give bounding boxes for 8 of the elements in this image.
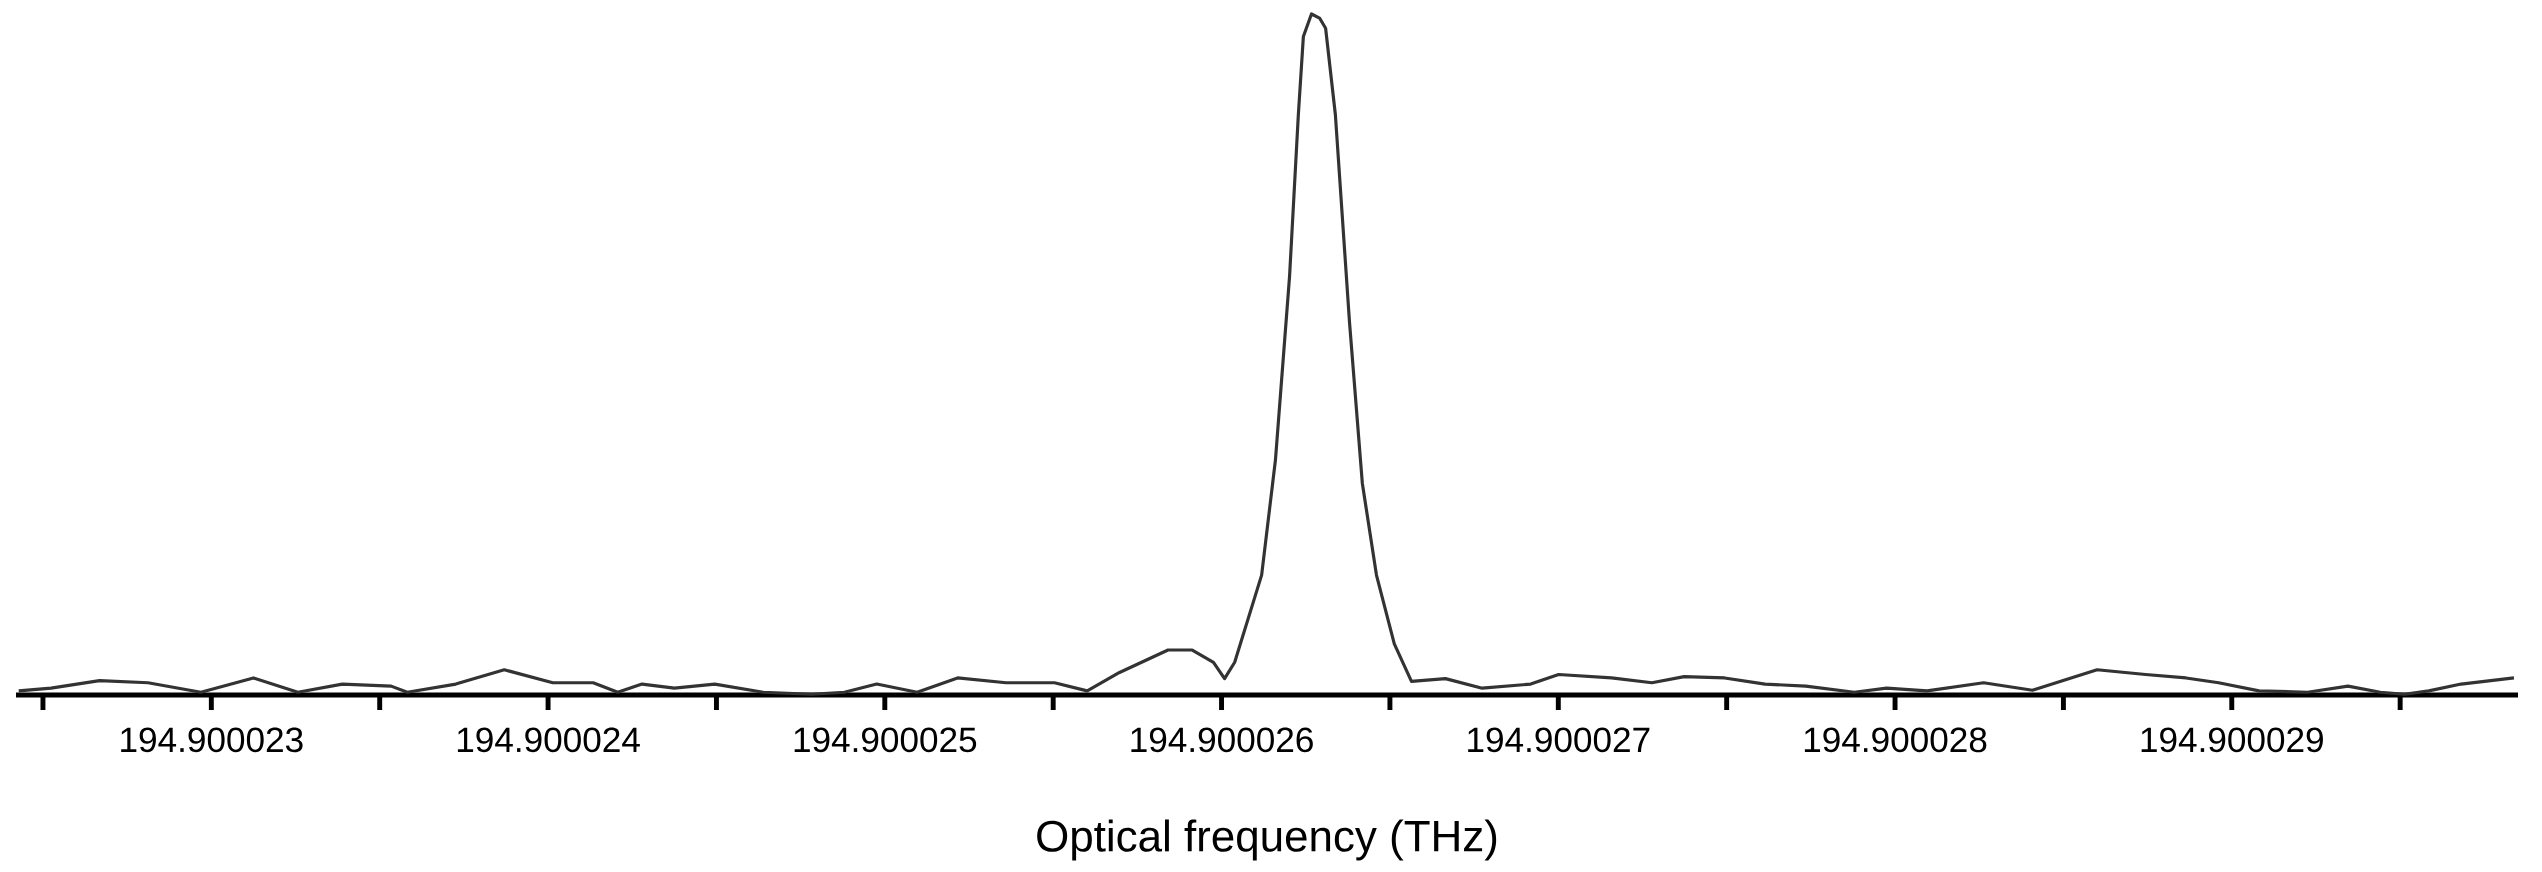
x-tick-label: 194.900026: [1131, 727, 1313, 753]
x-tick-label: 194.900029: [2141, 727, 2323, 753]
x-tick-label: 194.900027: [1468, 727, 1650, 753]
x-tick-label: 194.900024: [457, 727, 640, 753]
x-tick-label: 194.900025: [794, 727, 977, 753]
x-axis-title: Optical frequency (THz): [1037, 819, 1497, 861]
x-tick-label: 194.900023: [121, 727, 303, 753]
x-tick-label: 194.900028: [1804, 727, 1987, 753]
